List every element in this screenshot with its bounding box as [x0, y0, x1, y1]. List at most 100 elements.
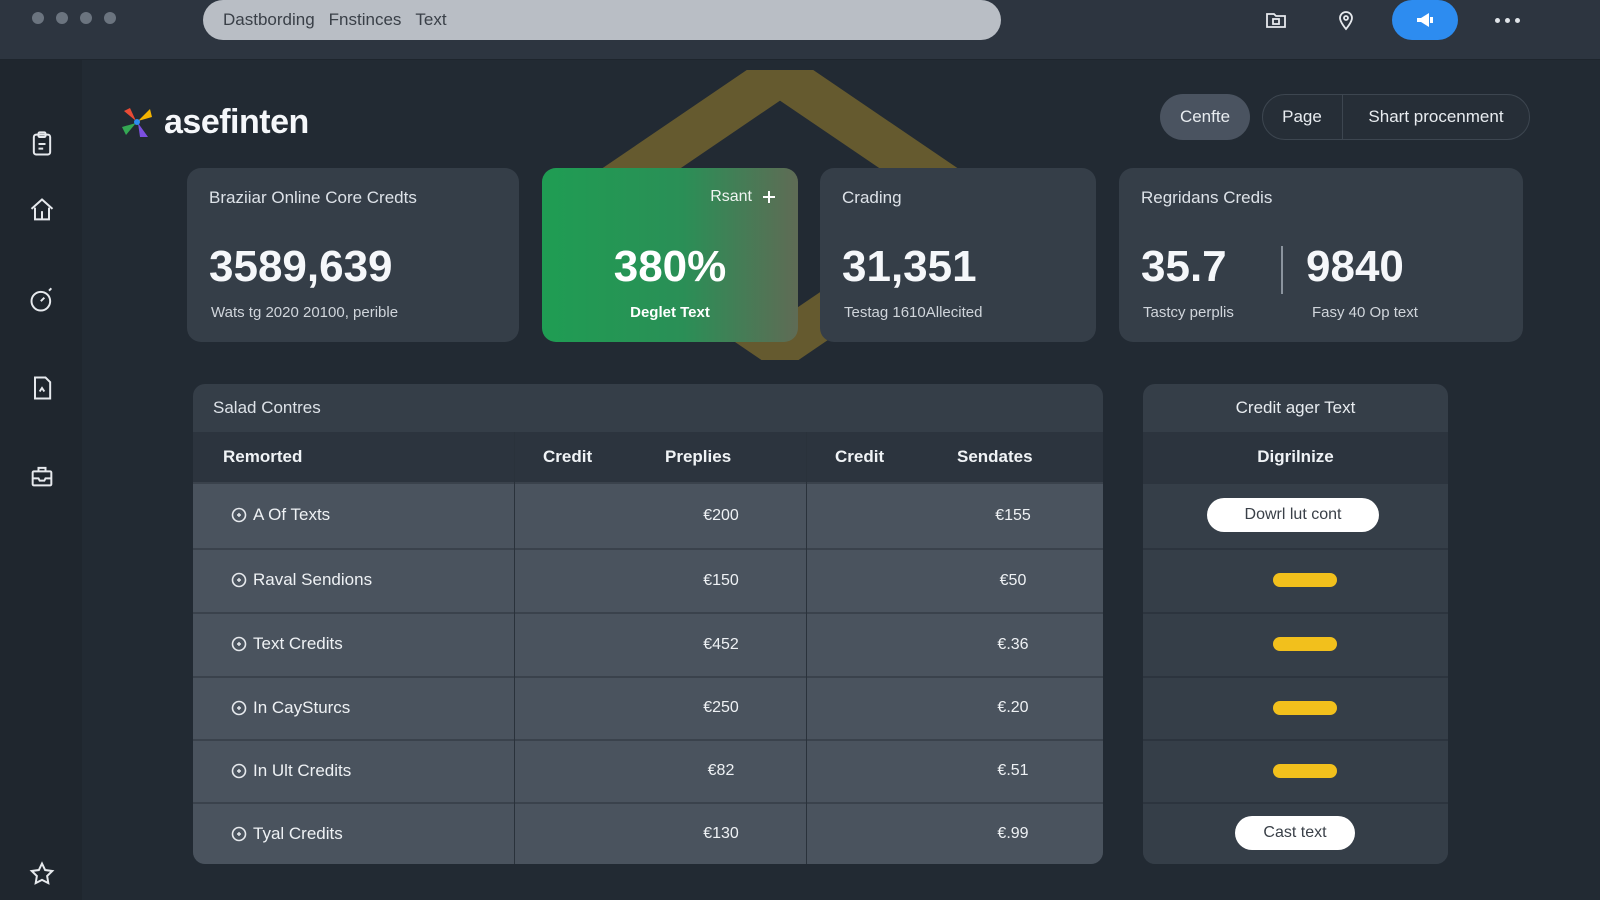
table-row[interactable]: Text Credits €452 €.36 — [193, 612, 1103, 676]
cell-sendates: €.51 — [997, 762, 1029, 779]
folder-icon[interactable] — [1256, 2, 1296, 38]
card-value: 31,351 — [842, 242, 977, 291]
window-dot[interactable] — [80, 12, 92, 24]
cell-preplies: €150 — [703, 572, 739, 589]
window-dot[interactable] — [32, 12, 44, 24]
row-label: In Ult Credits — [231, 761, 351, 781]
card-value-b: 9840 — [1306, 242, 1404, 291]
cenfte-button[interactable]: Cenfte — [1160, 94, 1250, 140]
stat-card-percentage: Rsant 380% Deglet Text — [542, 168, 798, 342]
panel-row — [1143, 612, 1448, 676]
segment-divider — [1342, 94, 1343, 140]
cast-text-button[interactable]: Cast text — [1235, 816, 1355, 850]
panel-row: Cast text — [1143, 802, 1448, 864]
level-bar — [1273, 573, 1337, 587]
window-dot[interactable] — [104, 12, 116, 24]
column-header[interactable]: Digrilnize — [1257, 447, 1334, 466]
window-dot[interactable] — [56, 12, 68, 24]
credits-table-panel: Salad Contres Remorted Credit Preplies C… — [193, 384, 1103, 864]
card-divider — [1281, 246, 1283, 294]
table-row[interactable]: Raval Sendions €150 €50 — [193, 548, 1103, 612]
coin-icon — [231, 763, 247, 779]
download-button[interactable]: Dowrl lut cont — [1207, 498, 1379, 532]
cell-preplies: €82 — [707, 762, 735, 779]
coin-icon — [231, 636, 247, 652]
table-header: Remorted Credit Preplies Credit Sendates — [193, 432, 1103, 482]
rsant-label: Rsant — [710, 188, 752, 205]
card-title: Braziiar Online Core Credts — [209, 188, 417, 207]
column-header[interactable]: Sendates — [957, 447, 1033, 466]
address-segment[interactable]: Fnstinces — [328, 10, 402, 29]
card-value: 3589,639 — [209, 242, 393, 291]
brand: asefinten — [120, 100, 309, 144]
cell-sendates: €.99 — [997, 825, 1029, 842]
timer-icon[interactable] — [24, 282, 60, 318]
cell-preplies: €452 — [703, 636, 739, 653]
table-row[interactable]: A Of Texts €200 €155 — [193, 482, 1103, 548]
coin-icon — [231, 826, 247, 842]
row-label: Text Credits — [231, 634, 343, 654]
card-subtitle: Testag 1610Allecited — [844, 304, 983, 321]
row-label: In CaySturcs — [231, 698, 350, 718]
level-bar — [1273, 701, 1337, 715]
column-header[interactable]: Credit — [543, 447, 593, 466]
address-bar[interactable]: Dastbording Fnstinces Text — [203, 0, 1001, 40]
inbox-icon[interactable] — [24, 458, 60, 494]
card-subtitle: Deglet Text — [630, 304, 710, 321]
top-bar: Dastbording Fnstinces Text — [0, 0, 1600, 60]
card-title: Regridans Credis — [1141, 188, 1273, 207]
window-controls — [32, 12, 116, 24]
column-header[interactable]: Credit — [835, 447, 885, 466]
cell-sendates: €.20 — [997, 699, 1029, 716]
page-button[interactable]: Page — [1282, 107, 1322, 126]
megaphone-icon — [1417, 13, 1433, 27]
column-divider — [514, 432, 515, 864]
coin-icon — [231, 572, 247, 588]
column-header[interactable]: Remorted — [223, 447, 303, 466]
card-value: 380% — [613, 242, 727, 291]
plus-icon — [763, 191, 775, 203]
shart-procenment-button[interactable]: Shart procenment — [1368, 107, 1504, 126]
card-subtitle-a: Tastcy perplis — [1143, 304, 1234, 321]
card-subtitle-b: Fasy 40 Op text — [1312, 304, 1418, 321]
table-row[interactable]: In Ult Credits €82 €.51 — [193, 739, 1103, 802]
table-title: Salad Contres — [213, 398, 321, 417]
panel-row — [1143, 676, 1448, 739]
megaphone-button[interactable] — [1392, 0, 1458, 40]
address-segment[interactable]: Text — [415, 10, 447, 29]
location-pin-icon[interactable] — [1326, 2, 1366, 38]
credit-panel: Credit ager Text Digrilnize Dowrl lut co… — [1143, 384, 1448, 864]
panel-row: Dowrl lut cont — [1143, 482, 1448, 548]
panel-title: Credit ager Text — [1235, 398, 1356, 417]
level-bar — [1273, 764, 1337, 778]
level-bar — [1273, 637, 1337, 651]
cell-sendates: €155 — [995, 507, 1031, 524]
panel-row — [1143, 548, 1448, 612]
home-icon[interactable] — [24, 192, 60, 228]
star-icon[interactable] — [24, 856, 60, 892]
coin-icon — [231, 507, 247, 523]
address-segment[interactable]: Dastbording — [223, 10, 315, 29]
brand-name: asefinten — [164, 102, 309, 141]
card-subtitle: Wats tg 2020 20100, perible — [211, 304, 399, 321]
brand-logo-icon — [122, 108, 152, 137]
row-label: Raval Sendions — [231, 570, 372, 590]
cell-preplies: €250 — [703, 699, 739, 716]
cell-preplies: €200 — [703, 507, 739, 524]
table-row[interactable]: Tyal Credits €130 €.99 — [193, 802, 1103, 864]
panel-row — [1143, 739, 1448, 802]
coin-icon — [231, 700, 247, 716]
segmented-control — [1262, 94, 1530, 140]
clipboard-icon[interactable] — [24, 126, 60, 162]
row-label: Tyal Credits — [231, 824, 343, 844]
cell-sendates: €.36 — [997, 636, 1029, 653]
stat-card-regridans-credits: Regridans Credis 35.7 Tastcy perplis 984… — [1119, 168, 1523, 342]
stat-card-crading: Crading 31,351 Testag 1610Allecited — [820, 168, 1096, 342]
document-icon[interactable] — [24, 370, 60, 406]
column-header[interactable]: Preplies — [665, 447, 732, 466]
rsant-action[interactable]: Rsant — [710, 188, 776, 206]
column-divider — [806, 432, 807, 864]
sidebar — [0, 60, 82, 900]
table-row[interactable]: In CaySturcs €250 €.20 — [193, 676, 1103, 739]
more-icon[interactable] — [1490, 10, 1524, 30]
